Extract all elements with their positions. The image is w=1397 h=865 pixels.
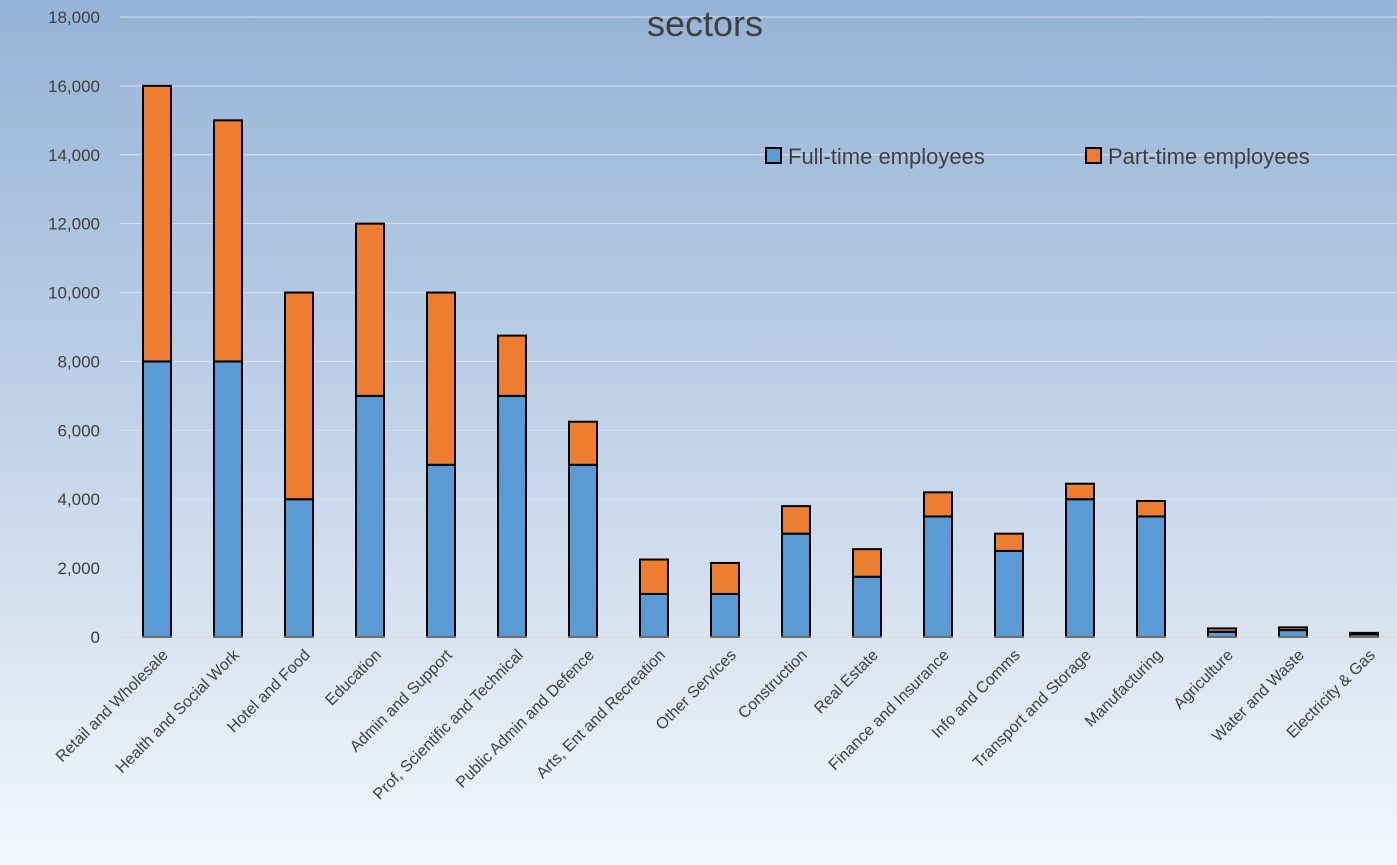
bar-part-time <box>1278 626 1308 632</box>
y-axis: 0 2,000 4,000 6,000 8,000 10,000 12,000 14,000 1… <box>48 8 100 647</box>
legend: Full-time employees Part-time employees <box>765 144 1310 169</box>
bar-part-time <box>213 119 243 363</box>
gridlines <box>120 16 1397 638</box>
bar-part-time <box>781 505 811 535</box>
bar-part-time <box>710 561 740 595</box>
bar-part-time <box>355 222 385 397</box>
chart-title: sectors <box>647 3 763 44</box>
y-tick-label: 2,000 <box>57 559 100 578</box>
x-tick-label: Agriculture <box>1171 647 1237 713</box>
bar-full-time <box>923 515 953 639</box>
x-tick-label: Real Estate <box>811 647 882 718</box>
x-tick-label: Prof, Scientific and Technical <box>370 647 526 803</box>
bar-full-time <box>568 463 598 638</box>
y-tick-label: 4,000 <box>57 490 100 509</box>
bar-full-time <box>213 360 243 638</box>
x-tick-label: Retail and Wholesale <box>53 647 172 766</box>
x-tick-label: Finance and Insurance <box>826 647 953 774</box>
y-tick-label: 0 <box>91 628 100 647</box>
legend-swatch <box>765 147 782 164</box>
legend-label: Part-time employees <box>1108 144 1310 169</box>
bar-part-time <box>426 291 456 466</box>
bar-full-time <box>284 498 314 638</box>
bar-full-time <box>1136 515 1166 639</box>
y-tick-label: 18,000 <box>48 8 100 27</box>
bar-part-time <box>1136 499 1166 518</box>
x-tick-label: Manufacturing <box>1082 647 1166 731</box>
x-tick-label: Health and Social Work <box>113 646 244 777</box>
x-tick-label: Education <box>322 647 384 709</box>
y-tick-label: 12,000 <box>48 215 100 234</box>
bar-full-time <box>426 463 456 638</box>
bar-full-time <box>852 575 882 639</box>
y-tick-label: 6,000 <box>57 421 100 440</box>
bar-part-time <box>994 532 1024 552</box>
y-tick-label: 8,000 <box>57 352 100 371</box>
bar-full-time <box>355 394 385 638</box>
bar-full-time <box>497 394 527 638</box>
y-tick-label: 14,000 <box>48 146 100 165</box>
x-tick-label: Public Admin and Defence <box>453 647 598 792</box>
bar-full-time <box>1278 629 1308 638</box>
bar-full-time <box>781 532 811 639</box>
bar-part-time <box>568 420 598 466</box>
x-tick-label: Arts, Ent and Recreation <box>534 647 669 782</box>
bar-part-time <box>1349 631 1379 636</box>
bar-part-time <box>497 334 527 397</box>
bar-full-time <box>994 549 1024 639</box>
x-tick-label: Transport and Storage <box>970 647 1095 772</box>
y-tick-label: 10,000 <box>48 284 100 303</box>
x-tick-label: Construction <box>735 647 811 723</box>
bar-part-time <box>284 291 314 501</box>
bar-part-time <box>639 558 669 595</box>
bar-full-time <box>710 592 740 639</box>
bar-part-time <box>142 84 172 363</box>
bar-full-time <box>142 360 172 638</box>
legend-swatch <box>1085 147 1102 164</box>
bar-full-time <box>1065 498 1095 638</box>
bar-part-time <box>852 548 882 578</box>
y-tick-label: 16,000 <box>48 77 100 96</box>
legend-label: Full-time employees <box>788 144 985 169</box>
bar-part-time <box>1065 482 1095 501</box>
bar-part-time <box>923 491 953 518</box>
bar-part-time <box>1207 627 1237 633</box>
bar-full-time <box>639 592 669 639</box>
